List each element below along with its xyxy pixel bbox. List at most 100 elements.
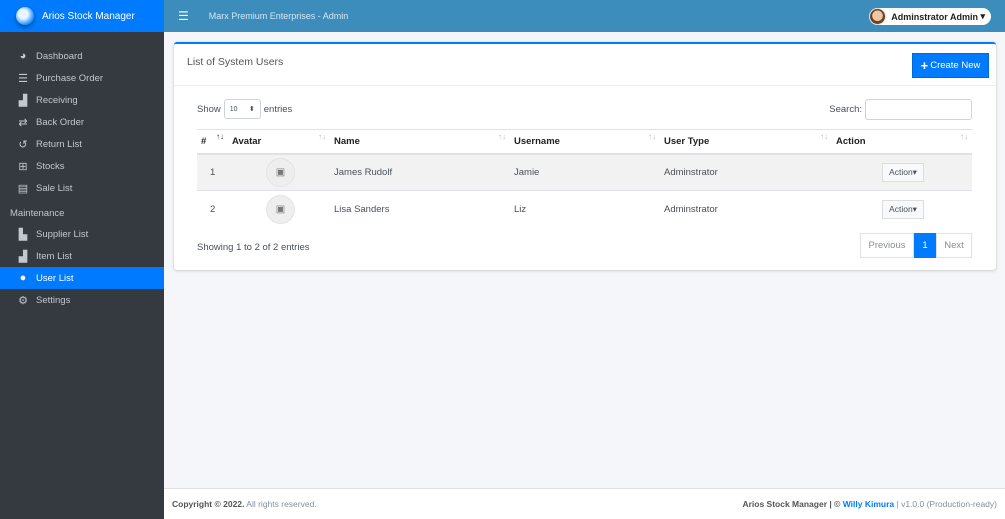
footer-app-name: Arios Stock Manager | © [742, 499, 843, 509]
column-header-action[interactable]: Action ↑↓ [832, 129, 972, 155]
sidebar: Arios Stock Manager ◕ Dashboard ☰ Purchase… [0, 0, 164, 519]
previous-page-button[interactable]: Previous [860, 233, 914, 258]
sort-icon: ↑↓ [648, 132, 656, 141]
author-link[interactable]: Willy Kimura [842, 499, 895, 509]
sidebar-item-user-list[interactable]: ● User List [0, 267, 164, 289]
user-menu-button[interactable]: Adminstrator Admin ▾ [869, 8, 991, 25]
create-new-button[interactable]: + Create New [912, 53, 989, 78]
cell-name: Lisa Sanders [330, 190, 510, 228]
sidebar-item-label: Return List [36, 138, 82, 150]
create-new-label: Create New [930, 60, 981, 71]
sidebar-item-label: Back Order [36, 116, 85, 128]
users-icon: ● [19, 272, 27, 284]
search-label: Search: [829, 104, 862, 115]
image-placeholder-icon: ▣ [266, 157, 295, 187]
sort-icon: ↑↓ [318, 132, 326, 141]
sidebar-item-supplier-list[interactable]: ▙ Supplier List [0, 223, 164, 245]
sidebar-item-receiving[interactable]: ▟ Receiving [0, 89, 164, 111]
page-length-select[interactable]: 10 ⬍ [223, 99, 261, 119]
table-row: 1 ▣ James Rudolf Jamie Adminstrator Acti… [197, 153, 972, 191]
avatar [869, 8, 887, 25]
image-placeholder-icon: ▣ [266, 194, 295, 224]
cell-avatar: ▣ [228, 190, 330, 228]
boxes-icon: ▟ [18, 94, 28, 107]
boxes-icon: ▟ [18, 250, 28, 263]
sidebar-item-label: Stocks [36, 160, 65, 172]
plus-icon: + [920, 58, 929, 73]
cell-avatar: ▣ [228, 153, 330, 191]
page-length-value: 10 [229, 105, 238, 113]
card-title: List of System Users [187, 56, 284, 68]
version-text: | v1.0.0 (Production-ready) [894, 499, 997, 509]
user-name: Adminstrator Admin [891, 11, 978, 22]
sidebar-item-label: User List [36, 272, 74, 284]
column-header-name[interactable]: Name ↑↓ [330, 129, 510, 155]
sort-icon: ↑↓ [820, 132, 828, 141]
column-label: # [201, 135, 207, 147]
search-input[interactable] [865, 99, 972, 120]
logo-icon [16, 7, 34, 25]
sidebar-item-purchase-order[interactable]: ☰ Purchase Order [0, 67, 164, 89]
page-1-button[interactable]: 1 [914, 233, 936, 258]
brand-name: Arios Stock Manager [42, 10, 135, 22]
table-list-icon: ☰ [18, 72, 28, 85]
sidebar-item-label: Item List [36, 250, 72, 262]
action-dropdown-button[interactable]: Action ▾ [882, 162, 924, 182]
cell-user-type: Adminstrator [660, 190, 832, 228]
column-label: User Type [664, 135, 710, 147]
tachometer-icon: ◕ [19, 50, 27, 62]
copyright-text: Copyright © 2022. [172, 499, 245, 509]
undo-icon: ↺ [18, 138, 28, 151]
table-row: 2 ▣ Lisa Sanders Liz Adminstrator Action… [197, 190, 972, 228]
sidebar-item-label: Receiving [36, 94, 78, 106]
column-label: Name [334, 135, 360, 147]
cell-user-type: Adminstrator [660, 153, 832, 191]
nav-header-maintenance: Maintenance [10, 208, 65, 219]
sort-asc-icon: ↑↓ [216, 132, 224, 141]
cell-action: Action ▾ [832, 153, 972, 191]
show-label: Show [197, 103, 221, 115]
column-header-number[interactable]: # ↑↓ [197, 129, 228, 155]
cell-number: 1 [197, 153, 228, 191]
sidebar-item-stocks[interactable]: ⊞ Stocks [0, 155, 164, 177]
invoice-icon: ▤ [17, 182, 29, 195]
footer: Copyright © 2022. All rights reserved. A… [164, 488, 1005, 519]
sidebar-item-settings[interactable]: ⚙ Settings [0, 289, 164, 311]
sidebar-item-label: Sale List [36, 182, 73, 194]
sidebar-item-sale-list[interactable]: ▤ Sale List [0, 177, 164, 199]
cell-name: James Rudolf [330, 153, 510, 191]
grid-icon: ⊞ [18, 160, 28, 173]
page-length-control: Show 10 ⬍ entries [197, 99, 292, 119]
sort-icon: ↑↓ [498, 132, 506, 141]
caret-down-icon: ▾ [977, 11, 985, 21]
action-dropdown-button[interactable]: Action ▾ [882, 199, 924, 219]
users-table: # ↑↓ Avatar ↑↓ Name ↑↓ Username ↑↓ User Type… [197, 129, 972, 228]
brand-link[interactable]: Arios Stock Manager [0, 0, 164, 32]
sort-icon: ↑↓ [960, 132, 968, 141]
sort-updown-icon: ⬍ [248, 106, 255, 113]
sidebar-item-label: Purchase Order [36, 72, 104, 84]
users-card: List of System Users + Create New Show 10 ⬍… [174, 42, 996, 270]
column-label: Action [836, 135, 866, 147]
menu-toggle-icon[interactable]: ☰ [178, 9, 189, 23]
rights-text: All rights reserved. [244, 499, 317, 509]
column-header-avatar[interactable]: Avatar ↑↓ [228, 129, 330, 155]
next-page-button[interactable]: Next [936, 233, 972, 258]
entries-label: entries [263, 103, 293, 115]
pagination: Previous 1 Next [860, 233, 972, 258]
caret-down-icon: ▾ [912, 203, 917, 214]
sidebar-item-label: Settings [36, 294, 71, 306]
action-label: Action [889, 167, 913, 178]
caret-down-icon: ▾ [912, 166, 917, 177]
column-header-user-type[interactable]: User Type ↑↓ [660, 129, 832, 155]
sidebar-item-return-list[interactable]: ↺ Return List [0, 133, 164, 155]
truck-loading-icon: ▙ [18, 228, 28, 241]
column-header-username[interactable]: Username ↑↓ [510, 129, 660, 155]
cell-action: Action ▾ [832, 190, 972, 228]
sidebar-item-item-list[interactable]: ▟ Item List [0, 245, 164, 267]
sidebar-item-label: Supplier List [36, 228, 89, 240]
cogs-icon: ⚙ [18, 294, 28, 307]
sidebar-item-dashboard[interactable]: ◕ Dashboard [0, 45, 164, 67]
sidebar-item-back-order[interactable]: ⇄ Back Order [0, 111, 164, 133]
cell-number: 2 [197, 190, 228, 228]
